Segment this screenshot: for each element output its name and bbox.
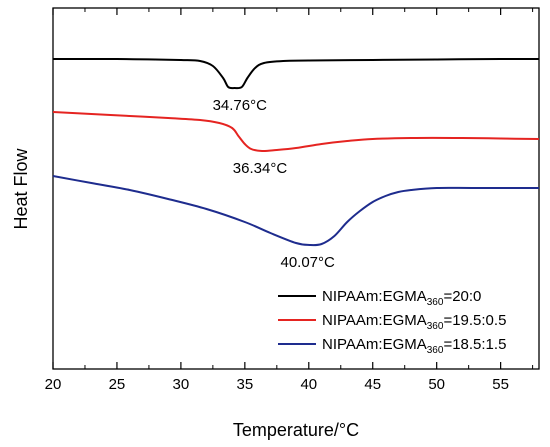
series-layer — [52, 57, 540, 247]
peak-annotation-2: 36.34°C — [233, 160, 288, 177]
x-tick-label: 40 — [300, 376, 317, 393]
x-tick-label: 20 — [45, 376, 62, 393]
x-tick-label: 55 — [492, 376, 509, 393]
series-line-1 — [52, 57, 540, 90]
x-ticks: 20 25 30 35 40 45 50 55 — [45, 8, 534, 393]
x-tick-label: 45 — [364, 376, 381, 393]
series-line-2 — [52, 111, 540, 153]
legend: NIPAAm:EGMA360=20:0 NIPAAm:EGMA360=19.5:0… — [278, 288, 506, 356]
legend-label: NIPAAm:EGMA360=19.5:0.5 — [322, 312, 506, 332]
x-tick-label: 25 — [109, 376, 126, 393]
peak-annotation-3: 40.07°C — [280, 254, 335, 271]
x-tick-label: 30 — [173, 376, 190, 393]
legend-label: NIPAAm:EGMA360=20:0 — [322, 288, 481, 308]
y-axis-title: Heat Flow — [11, 147, 31, 229]
legend-label: NIPAAm:EGMA360=18.5:1.5 — [322, 336, 506, 356]
x-axis-title: Temperature/°C — [233, 420, 359, 440]
peak-annotations: 34.76°C 36.34°C 40.07°C — [213, 97, 335, 271]
series-line-3 — [52, 175, 539, 247]
peak-annotation-1: 34.76°C — [213, 97, 268, 114]
x-tick-label: 35 — [236, 376, 253, 393]
x-tick-label: 50 — [428, 376, 445, 393]
